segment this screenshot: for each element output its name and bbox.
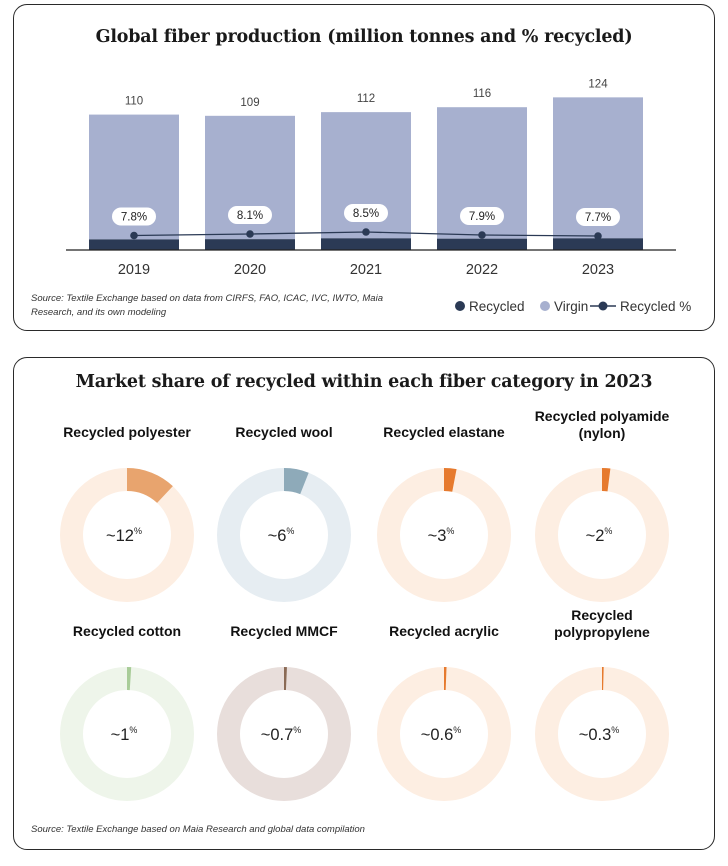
donut-title: polypropylene (554, 624, 650, 640)
legend-virgin-swatch (540, 301, 550, 311)
legend-line-marker (598, 301, 608, 311)
donut-title: (nylon) (579, 425, 626, 441)
recycled-pct-point (246, 230, 254, 238)
recycled-pct-label: 7.7% (585, 212, 611, 224)
donut-segment (444, 667, 447, 691)
donut-value: ~12% (106, 526, 142, 545)
recycled-pct-label: 8.1% (237, 210, 263, 222)
recycled-bar (321, 238, 411, 250)
donut-title: Recycled cotton (73, 623, 181, 639)
donut-segment (602, 667, 604, 691)
donut-segment (284, 468, 309, 495)
legend-recycled-swatch (455, 301, 465, 311)
donut-segment (127, 667, 132, 691)
donut-value: ~0.3% (579, 725, 620, 744)
recycled-bar (89, 239, 179, 250)
recycled-pct-label: 8.5% (353, 208, 379, 220)
donut-title: Recycled wool (235, 424, 332, 440)
donut-value: ~2% (586, 526, 613, 545)
bar-total-label: 124 (588, 78, 608, 90)
pct-label-bg (112, 207, 156, 226)
donut-title: Recycled polyamide (535, 408, 670, 424)
recycled-bar (553, 238, 643, 250)
recycled-pct-point (130, 231, 138, 240)
pct-label-bg (460, 207, 504, 225)
recycled-share-panel: Market share of recycled within each fib… (13, 357, 715, 850)
recycled-pct-point (594, 232, 602, 240)
x-tick-label: 2019 (118, 262, 150, 278)
x-tick-label: 2021 (350, 262, 382, 278)
recycled-pct-point (478, 231, 486, 239)
donut-title: Recycled MMCF (230, 623, 338, 639)
recycled-pct-label: 7.9% (469, 211, 495, 223)
donut-segment (127, 468, 173, 503)
fiber-production-panel: Global fiber production (million tonnes … (13, 4, 715, 331)
recycled-bar (437, 238, 527, 250)
pct-label-bg (228, 206, 272, 224)
bar-total-label: 109 (240, 97, 259, 109)
donut-value: ~0.6% (421, 725, 462, 744)
donut-value: ~3% (428, 526, 455, 545)
pct-label-bg (344, 204, 388, 222)
fiber-chart-source: Source: Textile Exchange based on data f… (31, 293, 383, 318)
bar-total-label: 112 (357, 93, 375, 105)
donut-title: Recycled acrylic (389, 623, 499, 639)
donut-title: Recycled elastane (383, 424, 505, 440)
donut-segment (602, 468, 611, 492)
donut-value: ~1% (111, 725, 138, 744)
donut-segment (444, 468, 457, 492)
bar-total-label: 116 (473, 88, 491, 100)
donut-title: Recycled polyester (63, 424, 191, 440)
donut-value: ~0.7% (261, 725, 302, 744)
legend-virgin-label: Virgin (554, 299, 588, 314)
x-tick-label: 2023 (582, 262, 614, 278)
recycled-pct-label: 7.8% (121, 212, 147, 224)
donut-grid: Recycled polyester ~12% Recycled wool ~6% Re… (60, 408, 670, 801)
legend-recycled-label: Recycled (469, 299, 525, 314)
donut-panel-source: Source: Textile Exchange based on Maia R… (31, 824, 365, 835)
legend-recycled-pct-label: Recycled % (620, 299, 691, 314)
donut-value: ~6% (268, 526, 295, 545)
fiber-chart-title: Global fiber production (million tonnes … (95, 27, 633, 47)
recycled-bar (205, 239, 295, 250)
x-tick-label: 2022 (466, 262, 498, 278)
pct-label-bg (576, 208, 620, 226)
donut-title: Recycled (571, 607, 632, 623)
fiber-bar-chart: 110 2019 109 2020 112 2021 116 2022 124 2023 7.8% 8… (66, 78, 691, 314)
recycled-pct-point (362, 228, 370, 236)
donut-panel-title: Market share of recycled within each fib… (75, 372, 653, 392)
x-tick-label: 2020 (234, 262, 266, 278)
bar-total-label: 110 (125, 96, 143, 108)
donut-segment (284, 667, 287, 691)
